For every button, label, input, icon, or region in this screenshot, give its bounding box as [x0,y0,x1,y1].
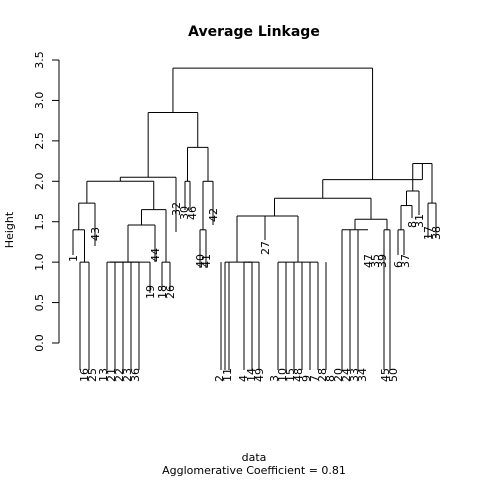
leaf-label: 22 [113,368,126,382]
y-tick-label: 0.0 [33,334,46,352]
leaf-label: 36 [129,368,142,382]
leaf-label: 10 [276,368,289,382]
chart-title: Average Linkage [188,24,320,40]
leaf-label: 41 [200,254,213,268]
leaf-label: 26 [164,285,177,299]
leaf-label: 46 [186,206,199,220]
leaf-label: 19 [144,285,157,299]
leaf-label: 33 [348,368,361,382]
leaf-label: 47 [362,254,375,268]
leaf-label: 43 [89,227,102,241]
leaf-label: 21 [105,368,118,382]
leaf-label: 9 [300,375,313,382]
leaf-label: 17 [422,226,435,240]
leaf-label: 39 [376,254,389,268]
leaf-label: 49 [253,368,266,382]
leaf-label: 27 [259,241,272,255]
leaf-label: 35 [369,254,382,268]
y-tick-label: 3.0 [33,92,46,110]
leaf-labels: 1162513212223364319441826323046404142211… [67,202,443,382]
y-tick-label: 3.5 [33,51,46,69]
leaf-label: 28 [316,368,329,382]
leaf-label: 3 [268,375,281,382]
leaf-label: 15 [284,368,297,382]
leaf-label: 14 [245,368,258,382]
leaf-label: 34 [356,368,369,382]
leaf-label: 20 [332,368,345,382]
leaf-label: 48 [292,368,305,382]
y-tick-label: 2.0 [33,173,46,191]
leaf-label: 30 [178,206,191,220]
leaf-label: 11 [221,368,234,382]
y-tick-label: 1.0 [33,253,46,271]
leaf-label: 6 [392,261,405,268]
leaf-label: 13 [97,368,110,382]
leaf-label: 7 [308,375,321,382]
leaf-label: 37 [399,254,412,268]
leaf-label: 31 [413,214,426,228]
leaf-label: 23 [121,368,134,382]
dendrogram-branches [72,67,437,370]
leaf-label: 32 [170,202,183,216]
y-tick-label: 0.5 [33,294,46,312]
leaf-label: 40 [194,254,207,268]
leaf-label: 4 [237,375,250,382]
leaf-label: 1 [67,255,80,262]
leaf-label: 50 [387,368,400,382]
leaf-label: 8 [324,375,337,382]
leaf-label: 2 [213,375,226,382]
y-tick-label: 2.5 [33,132,46,150]
leaf-label: 24 [340,368,353,382]
leaf-label: 38 [430,226,443,240]
y-axis-label: Height [3,211,16,248]
y-axis: 0.0 0.5 1.0 1.5 2.0 2.5 3.0 3.5 [33,51,60,352]
leaf-label: 16 [78,368,91,382]
leaf-label: 18 [156,285,169,299]
subtitle: Agglomerative Coefficient = 0.81 [162,464,346,477]
leaf-label: 42 [207,208,220,222]
leaf-label: 8 [406,221,419,228]
leaf-label: 44 [149,248,162,262]
leaf-label: 25 [86,368,99,382]
leaf-label: 45 [379,368,392,382]
x-axis-label: data [242,451,267,464]
y-tick-label: 1.5 [33,213,46,231]
